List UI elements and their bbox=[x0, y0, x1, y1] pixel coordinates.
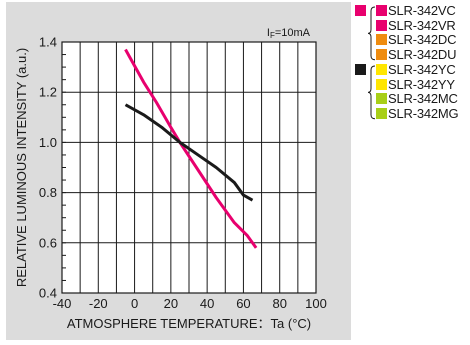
series-line-2 bbox=[124, 103, 254, 202]
legend: SLR-342VC SLR-342VR SLR-342DC SLR-342DU SLR-… bbox=[352, 3, 470, 154]
legend-item: SLR-342YC bbox=[376, 61, 456, 77]
legend-label: SLR-342MC bbox=[388, 91, 458, 107]
y-axis-label: RELATIVE LUMINOUS INTENSITY (a.u.) bbox=[14, 48, 29, 287]
legend-item: SLR-342MG bbox=[376, 105, 459, 121]
legend-swatch bbox=[376, 107, 387, 119]
x-tick-label: 60 bbox=[236, 296, 250, 311]
legend-swatch bbox=[376, 78, 387, 90]
legend-item: SLR-342DC bbox=[376, 32, 457, 48]
legend-label: SLR-342VR bbox=[388, 17, 456, 33]
x-tick-label: 0 bbox=[131, 296, 138, 311]
legend-group-marker bbox=[355, 5, 366, 16]
y-tick-label: 0.4 bbox=[39, 286, 57, 301]
chart-panel: 0.4 0.6 0.8 1.0 1.2 1.4 -40 -20 0 20 40 60 80 100 ATMO… bbox=[6, 2, 351, 340]
legend-group-marker bbox=[355, 63, 366, 75]
legend-swatch bbox=[376, 49, 387, 61]
legend-item: SLR-342MC bbox=[376, 91, 458, 107]
x-tick-label: -40 bbox=[53, 296, 72, 311]
x-tick-label: 80 bbox=[272, 296, 286, 311]
condition-annotation: IF=10mA bbox=[267, 27, 311, 40]
legend-swatch bbox=[376, 93, 387, 105]
legend-label: SLR-342YC bbox=[388, 61, 456, 77]
legend-swatch bbox=[376, 19, 387, 31]
y-tick-label: 1.0 bbox=[39, 135, 57, 150]
legend-swatch bbox=[376, 63, 387, 75]
legend-label: SLR-342MG bbox=[388, 105, 459, 121]
legend-swatch bbox=[376, 34, 387, 46]
x-tick-label: 100 bbox=[305, 296, 327, 311]
series-line-1 bbox=[124, 48, 258, 249]
legend-label: SLR-342YY bbox=[388, 76, 455, 92]
legend-swatch bbox=[376, 5, 387, 16]
legend-item: SLR-342VC bbox=[376, 3, 456, 18]
legend-label: SLR-342DU bbox=[388, 47, 457, 63]
legend-item: SLR-342VR bbox=[376, 17, 456, 33]
legend-brace bbox=[367, 6, 376, 61]
y-tick-label: 0.8 bbox=[39, 185, 57, 200]
x-axis-label: ATMOSPHERE TEMPERATURE：Ta (°C) bbox=[67, 316, 311, 331]
temperature-chart: 0.4 0.6 0.8 1.0 1.2 1.4 -40 -20 0 20 40 60 80 100 ATMO… bbox=[14, 27, 327, 331]
legend-label: SLR-342DC bbox=[388, 32, 457, 48]
x-tick-label: 40 bbox=[200, 296, 214, 311]
legend-item: SLR-342YY bbox=[376, 76, 455, 92]
x-tick-label: -20 bbox=[89, 296, 108, 311]
legend-label: SLR-342VC bbox=[388, 3, 456, 18]
y-tick-label: 1.4 bbox=[39, 35, 57, 50]
y-tick-label: 0.6 bbox=[39, 235, 57, 250]
legend-brace bbox=[367, 65, 376, 120]
legend-item: SLR-342DU bbox=[376, 47, 457, 63]
x-tick-label: 20 bbox=[164, 296, 178, 311]
y-tick-label: 1.2 bbox=[39, 85, 57, 100]
